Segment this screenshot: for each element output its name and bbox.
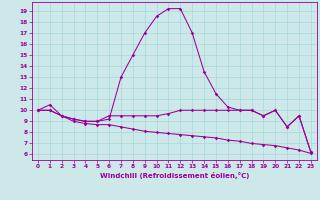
- X-axis label: Windchill (Refroidissement éolien,°C): Windchill (Refroidissement éolien,°C): [100, 172, 249, 179]
